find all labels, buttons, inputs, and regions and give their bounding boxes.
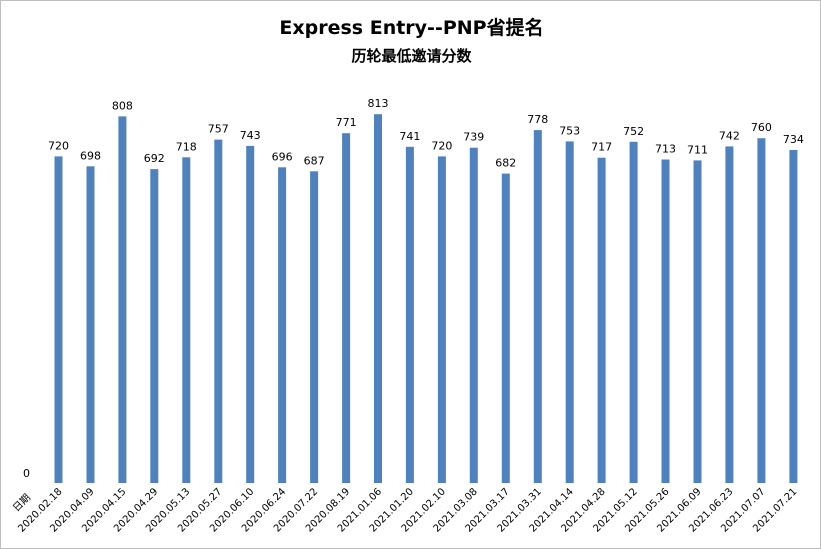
data-label-2021.03.08: 739 — [463, 131, 484, 144]
bar-2021.04.14 — [565, 141, 574, 483]
data-label-2021.04.14: 753 — [559, 124, 580, 137]
data-label-2020.05.13: 718 — [176, 140, 197, 153]
data-label-2020.07.22: 687 — [304, 154, 325, 167]
bar-2021.03.17 — [501, 173, 510, 483]
bar-2021.06.23 — [725, 146, 734, 483]
data-label-2021.01.20: 741 — [399, 130, 420, 143]
bar-2021.02.10 — [437, 156, 446, 483]
data-label-2021.02.10: 720 — [431, 139, 452, 152]
data-label-2021.07.07: 760 — [751, 121, 772, 134]
data-label-2020.06.24: 696 — [272, 150, 293, 163]
data-label-2021.05.26: 713 — [655, 143, 676, 156]
category-header: 日期 — [10, 492, 33, 515]
bar-2020.06.10 — [246, 145, 255, 483]
data-label-2021.01.06: 813 — [368, 97, 389, 110]
bar-2021.04.28 — [597, 157, 606, 483]
data-label-2020.06.10: 743 — [240, 129, 261, 142]
data-label-2020.04.29: 692 — [144, 152, 165, 165]
data-label-2020.04.15: 808 — [112, 99, 133, 112]
bar-2020.04.29 — [150, 169, 159, 483]
bar-2020.04.15 — [118, 116, 127, 484]
bar-2021.03.31 — [533, 130, 542, 483]
bar-2021.07.21 — [789, 150, 798, 483]
data-label-2021.06.09: 711 — [687, 143, 708, 156]
bar-2021.07.07 — [757, 138, 766, 483]
data-label-2021.05.12: 752 — [623, 125, 644, 138]
bar-2021.03.08 — [469, 147, 478, 483]
data-label-2020.05.27: 757 — [208, 123, 229, 136]
bar-2021.01.06 — [374, 114, 382, 483]
bar-2021.06.09 — [693, 160, 702, 483]
data-label-2021.07.21: 734 — [783, 133, 804, 146]
bar-2020.04.09 — [86, 166, 95, 484]
data-label-2021.03.17: 682 — [495, 157, 516, 170]
bar-2021.05.26 — [661, 159, 670, 483]
data-label-2021.03.31: 778 — [527, 113, 548, 126]
chart-title: Express Entry--PNP省提名 — [279, 17, 544, 39]
data-label-2020.02.18: 720 — [48, 139, 69, 152]
bar-2020.08.19 — [342, 133, 351, 483]
bar-2021.05.12 — [629, 141, 638, 484]
bar-2020.02.18 — [54, 156, 63, 483]
bar-2020.07.22 — [310, 171, 319, 484]
data-label-2021.06.23: 742 — [719, 129, 740, 142]
data-label-2020.08.19: 771 — [336, 116, 357, 129]
data-label-2020.04.09: 698 — [80, 149, 101, 162]
chart-subtitle: 历轮最低邀请分数 — [351, 47, 472, 65]
bar-2020.05.27 — [214, 139, 223, 483]
bar-2020.06.24 — [278, 167, 287, 484]
data-label-2021.04.28: 717 — [591, 141, 612, 154]
y-zero-label: 0 — [23, 467, 30, 480]
bar-2021.01.20 — [405, 146, 414, 484]
bar-2020.05.13 — [182, 157, 191, 484]
